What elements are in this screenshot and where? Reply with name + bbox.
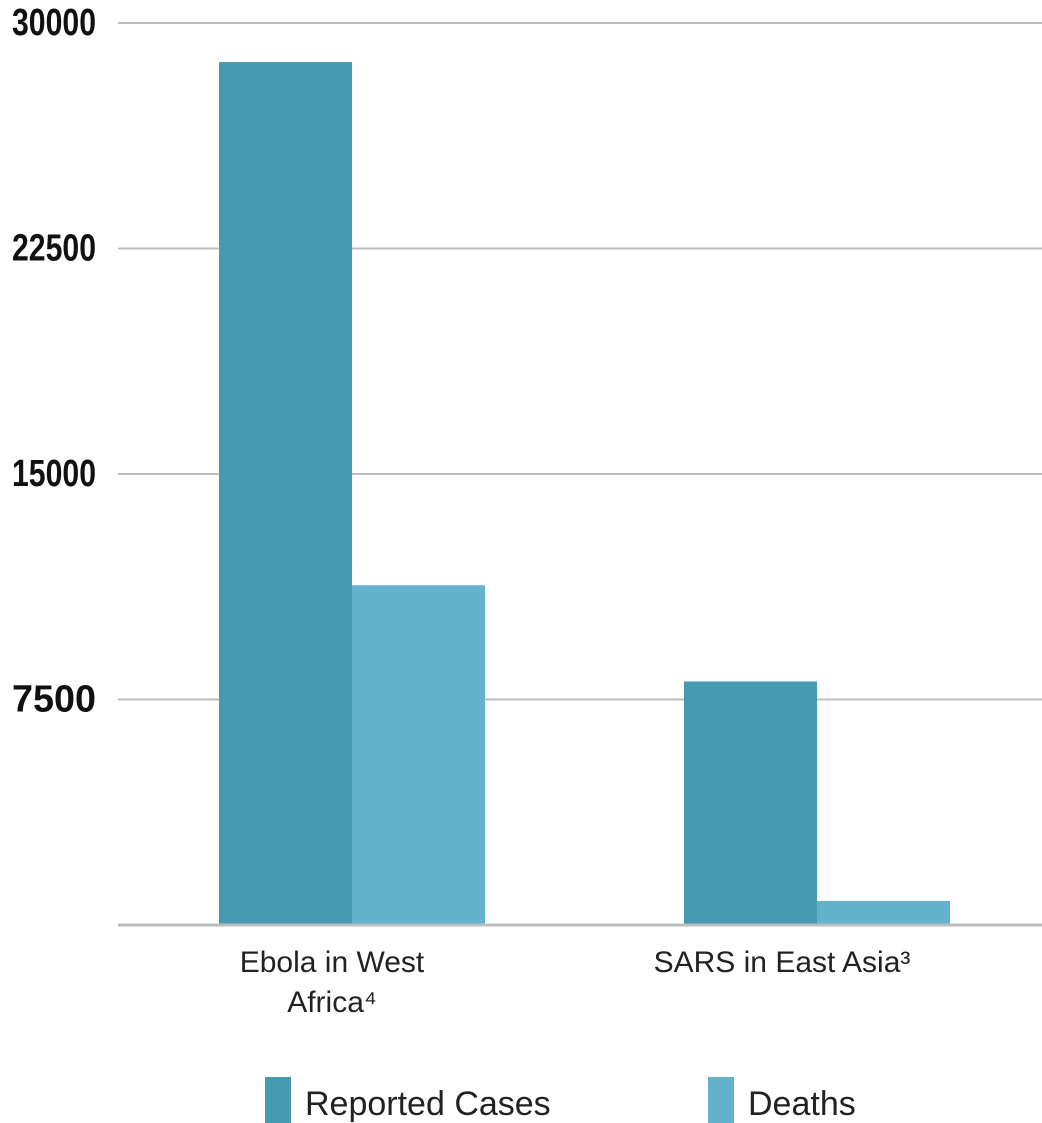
bars <box>219 62 950 925</box>
x-category-label-line: Africa⁴ <box>287 986 377 1019</box>
x-category-label: Ebola in West Africa⁴ <box>240 946 425 1019</box>
y-tick-label: 22500 <box>12 228 96 270</box>
legend: Reported Cases Deaths <box>265 1077 856 1123</box>
legend-label: Reported Cases <box>305 1085 551 1123</box>
y-tick-label: 15000 <box>12 453 96 495</box>
bar-deaths <box>352 585 485 925</box>
y-tick-label: 7500 <box>12 679 96 721</box>
x-axis-categories: Ebola in West Africa⁴ SARS in East Asia³ <box>240 946 911 1019</box>
bar-reported-cases <box>684 681 817 925</box>
legend-swatch <box>708 1077 734 1123</box>
y-tick-label: 30000 <box>12 2 96 44</box>
legend-swatch <box>265 1077 291 1123</box>
legend-label: Deaths <box>748 1085 856 1123</box>
x-category-label-line: SARS in East Asia³ <box>654 946 911 979</box>
x-category-label-line: Ebola in West <box>240 946 425 979</box>
bar-reported-cases <box>219 62 352 925</box>
x-category-label: SARS in East Asia³ <box>654 946 911 979</box>
y-axis-ticks: 7500 15000 22500 30000 <box>12 2 96 721</box>
bar-deaths <box>817 900 950 925</box>
